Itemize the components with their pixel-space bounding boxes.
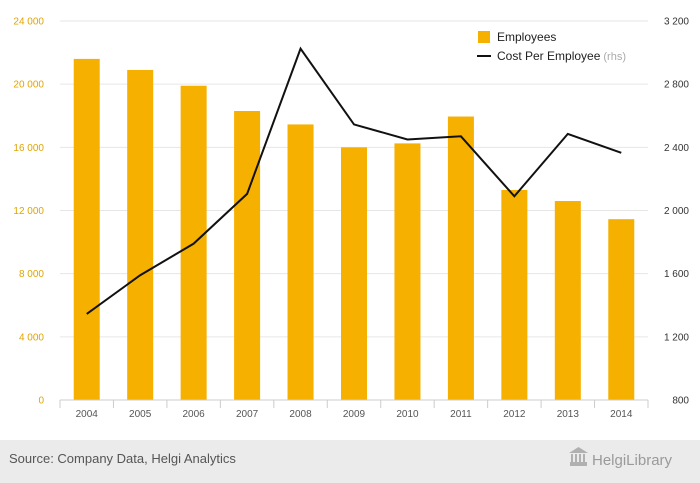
y-right-tick-label: 2 000: [664, 206, 689, 217]
helgi-library-logo: HelgiLibrary: [569, 447, 673, 469]
y-right-tick-label: 1 600: [664, 269, 689, 280]
x-tick-label: 2004: [76, 409, 99, 420]
bar-employees: [501, 189, 528, 400]
y-right-tick-label: 3 200: [664, 17, 689, 28]
bar-employees: [127, 69, 154, 401]
bar-employees: [447, 116, 474, 400]
y-left-tick-label: 8 000: [19, 269, 44, 280]
y-left-tick-label: 16 000: [13, 143, 44, 154]
x-tick-label: 2013: [557, 409, 580, 420]
y-left-tick-label: 20 000: [13, 80, 44, 91]
axes: 0 4 000 8 000 12 000 16 000 20 000 24 000 800 1 …: [13, 17, 689, 421]
bar-employees: [287, 124, 314, 400]
bar-employees: [234, 111, 261, 400]
y-left-tick-label: 0: [38, 396, 44, 407]
bar-employees: [341, 147, 367, 400]
legend: Employees Cost Per Employee (rhs): [477, 30, 626, 63]
legend-label-cost-suffix: (rhs): [603, 51, 626, 63]
x-tick-label: 2009: [343, 409, 366, 420]
y-right-tick-label: 2 800: [664, 80, 689, 91]
x-tick-label: 2008: [289, 409, 312, 420]
source-note: Source: Company Data, Helgi Analytics: [9, 451, 236, 466]
legend-label-cost-name: Cost Per Employee: [497, 49, 601, 63]
x-tick-label: 2007: [236, 409, 259, 420]
y-right-tick-label: 1 200: [664, 332, 689, 343]
bar-employees: [73, 58, 100, 401]
brand-name: HelgiLibrary: [592, 452, 673, 469]
bar-employees: [554, 201, 581, 400]
y-right-tick-label: 800: [672, 396, 689, 407]
legend-swatch-employees: [478, 31, 490, 43]
y-left-tick-label: 24 000: [13, 17, 44, 28]
x-tick-label: 2012: [503, 409, 526, 420]
y-right-tick-label: 2 400: [664, 143, 689, 154]
bars-employees: [73, 58, 635, 401]
line-series-cost-per-employee: [86, 46, 622, 315]
x-tick-label: 2011: [450, 409, 472, 420]
x-tick-label: 2014: [610, 409, 633, 420]
x-tick-label: 2006: [183, 409, 206, 420]
x-tick-label: 2010: [396, 409, 419, 420]
y-left-tick-label: 4 000: [19, 332, 44, 343]
bar-employees: [608, 219, 635, 400]
y-left-tick-label: 12 000: [13, 206, 44, 217]
legend-label-employees: Employees: [497, 30, 556, 44]
legend-label-cost: Cost Per Employee (rhs): [497, 49, 626, 63]
bar-employees: [394, 143, 421, 400]
x-tick-label: 2005: [129, 409, 152, 420]
line-cost-per-employee: [86, 46, 622, 315]
library-building-icon: [569, 447, 588, 466]
